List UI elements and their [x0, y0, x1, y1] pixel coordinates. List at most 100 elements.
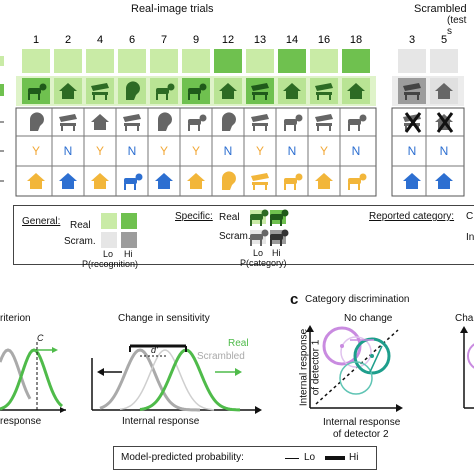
- axis-arrow-icon: [396, 404, 403, 412]
- stimulus-bench-icon: [59, 114, 77, 131]
- panel-b-scrambled-label: Scrambled: [197, 351, 245, 362]
- reported-house-icon: [315, 173, 333, 189]
- scrambled-response-label: N: [408, 144, 417, 158]
- row-edge-tick: [0, 121, 4, 123]
- scrambled-bench-icon: [403, 83, 421, 100]
- distribution-circle: [353, 337, 391, 375]
- column-number: 1: [33, 34, 39, 46]
- legend-real-hi-dog-icon: [270, 209, 289, 226]
- legend-scram-hi-swatch: [121, 232, 137, 248]
- category-house-icon: [347, 83, 365, 99]
- panel-c-letter: c: [290, 291, 299, 308]
- column-number: 14: [286, 34, 298, 46]
- trial-table: [15, 107, 377, 197]
- legend-specific-hi: Hi: [272, 248, 281, 258]
- response-label: Y: [192, 144, 200, 158]
- recognition-cell: [54, 49, 82, 73]
- category-bench-icon: [91, 83, 109, 100]
- footer-box: [113, 446, 377, 470]
- recognition-cell: [86, 49, 114, 73]
- arrow-left-icon: [97, 368, 104, 376]
- panel-b-left-scrambled-curve: [0, 348, 32, 400]
- legend-scram-label: Scram.: [64, 236, 96, 247]
- cross-mark: [404, 112, 422, 133]
- category-cell: [246, 78, 274, 104]
- category-cell: [86, 78, 114, 104]
- legend-specific-scram: Scram.: [219, 231, 251, 242]
- scrambled-response-label: N: [440, 144, 449, 158]
- stimulus-head-icon: [29, 112, 44, 131]
- legend-real-hi-swatch: [121, 213, 137, 229]
- panel-b-xlabel: Internal response: [122, 416, 200, 427]
- recognition-cell: [22, 49, 50, 73]
- legend-scram-hi-dog-icon: [270, 229, 289, 246]
- shift-arrow-icon: [52, 347, 58, 353]
- scrambled-column-number: 5: [441, 34, 447, 46]
- panel-b-scrambled-curve: [99, 348, 200, 412]
- legend-real-label: Real: [70, 220, 91, 231]
- column-number: 4: [97, 34, 103, 46]
- scrambled-reported-house-icon: [403, 173, 421, 189]
- recognition-cell: [214, 49, 242, 73]
- arrow-right-icon: [235, 368, 242, 376]
- response-label: N: [288, 144, 297, 158]
- panel-c-subtitle: No change: [344, 313, 393, 324]
- response-label: N: [128, 144, 137, 158]
- response-label: N: [64, 144, 73, 158]
- legend-hi: Hi: [124, 249, 133, 259]
- panel-b-left-xlabel: response: [0, 416, 42, 427]
- axis-arrow-icon: [306, 325, 314, 332]
- panel-b-real-label: Real: [228, 338, 249, 349]
- category-bench-icon: [251, 83, 269, 100]
- footer-hi: Hi: [349, 452, 359, 463]
- recognition-cell: [118, 49, 146, 73]
- category-house-icon: [283, 83, 301, 99]
- response-label: Y: [320, 144, 328, 158]
- distribution-circle: [467, 343, 474, 369]
- response-label: N: [352, 144, 361, 158]
- panel-b-left-c: C: [37, 333, 44, 343]
- column-number: 13: [254, 34, 266, 46]
- distribution-circle: [340, 336, 372, 368]
- reported-house-icon: [187, 173, 205, 189]
- panel-c-title: Category discrimination: [305, 294, 410, 305]
- column-number: 6: [129, 34, 135, 46]
- axis-arrow-icon: [460, 326, 468, 333]
- panel-b-left-real-curve: [0, 348, 64, 411]
- category-dog-icon: [28, 83, 47, 100]
- cross-mark: [436, 112, 454, 133]
- legend-lo: Lo: [103, 249, 114, 259]
- axis-arrow-icon: [255, 406, 262, 414]
- stimulus-bench-icon: [251, 114, 269, 131]
- column-number: 16: [318, 34, 330, 46]
- legend-general-label: General:: [22, 216, 61, 227]
- recognition-cell: [342, 49, 370, 73]
- column-number: 12: [222, 34, 234, 46]
- reported-house-icon: [59, 173, 77, 189]
- recognition-cell: [278, 49, 306, 73]
- category-head-icon: [125, 81, 140, 100]
- scrambled-heading: Scrambled: [414, 3, 467, 15]
- stimulus-head-icon: [221, 112, 236, 131]
- panel-c-xlabel-2: of detector 2: [333, 429, 389, 440]
- reported-dog-icon: [348, 173, 367, 190]
- legend-real-lo-dog-icon: [250, 209, 269, 226]
- panel-b-real-curve: [139, 348, 240, 412]
- reported-house-icon: [155, 173, 173, 189]
- row-edge-swatch: [0, 84, 4, 96]
- panel-c-right-cut: Cha: [455, 313, 474, 324]
- scrambled-table: [391, 107, 465, 197]
- response-label: Y: [96, 144, 104, 158]
- stimulus-house-icon: [91, 114, 109, 130]
- panel-b-scrambled-lo-curve: [119, 349, 215, 411]
- legend-specific-real: Real: [219, 212, 240, 223]
- reported-head-icon: [221, 171, 236, 190]
- column-number: 9: [193, 34, 199, 46]
- legend-p-recognition: P(recognition): [82, 259, 139, 269]
- scrambled-recognition-cell: [430, 49, 458, 73]
- category-cell: [310, 78, 338, 104]
- response-label: Y: [256, 144, 264, 158]
- footer-label: Model-predicted probability:: [121, 452, 244, 463]
- distribution-center: [370, 354, 374, 358]
